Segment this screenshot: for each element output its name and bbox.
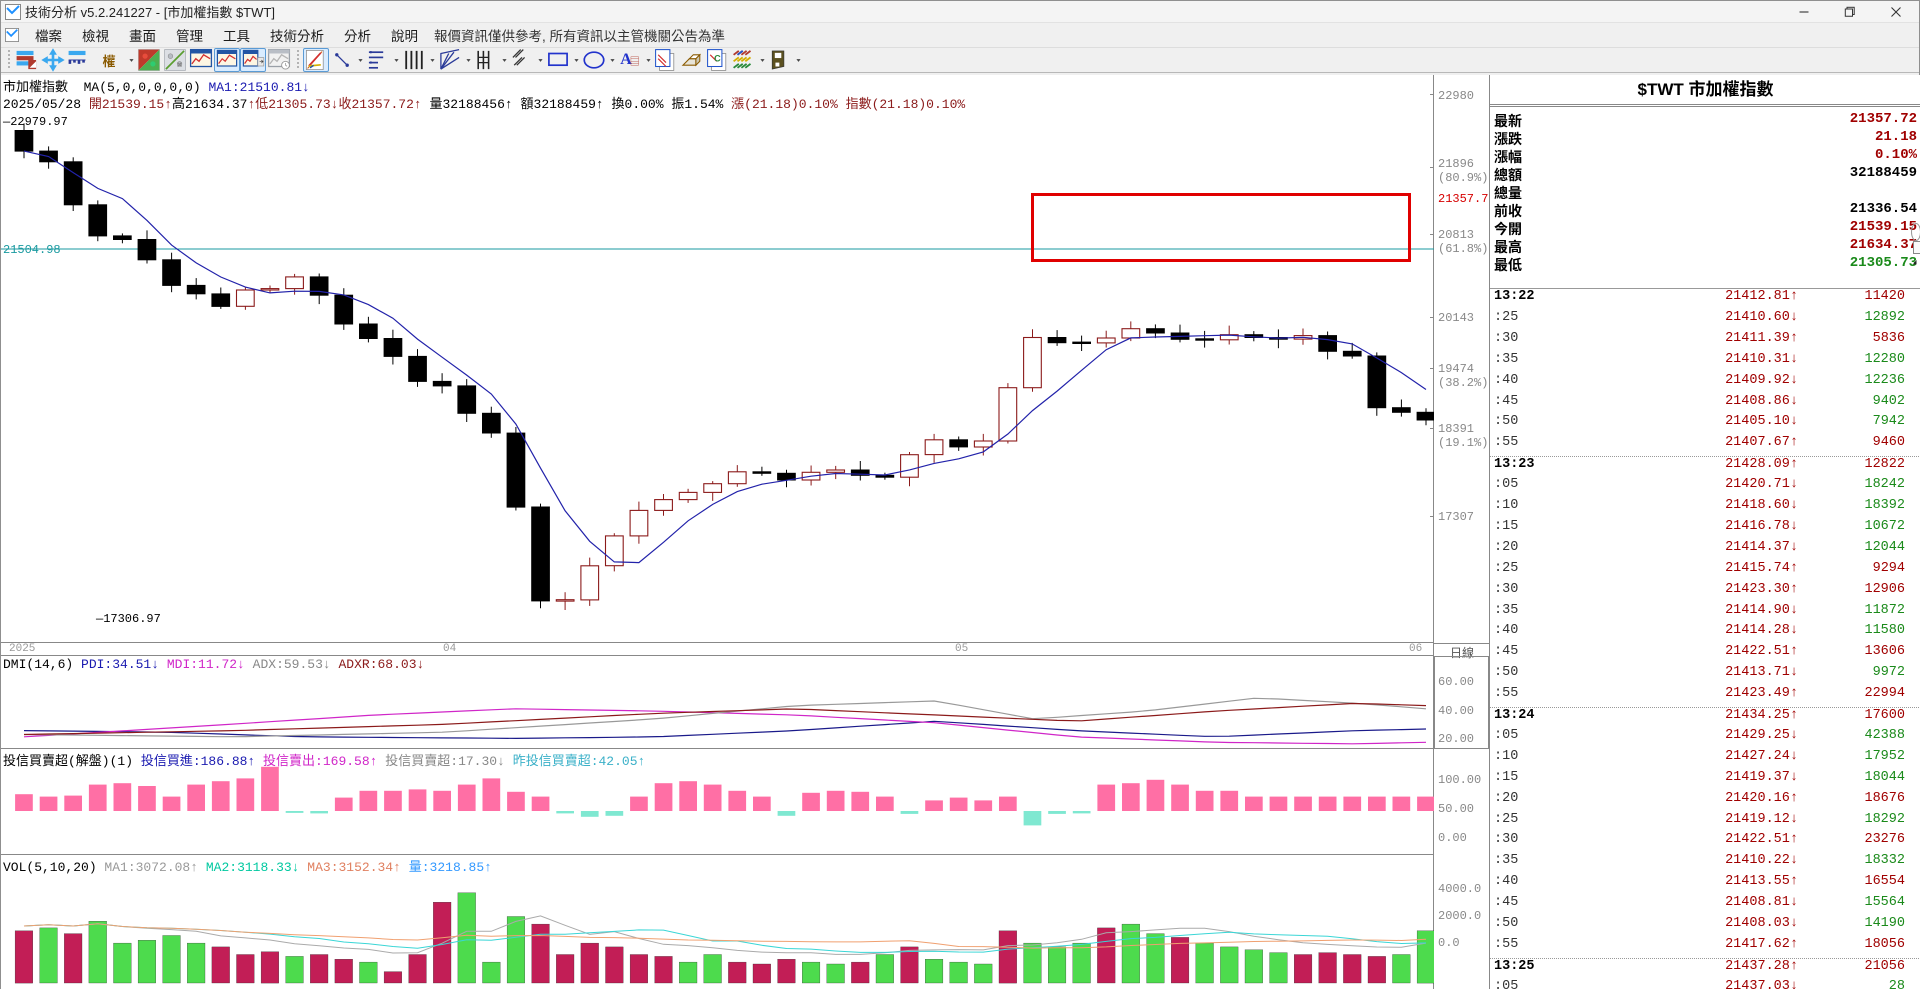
svg-text:C: C [714, 53, 721, 63]
